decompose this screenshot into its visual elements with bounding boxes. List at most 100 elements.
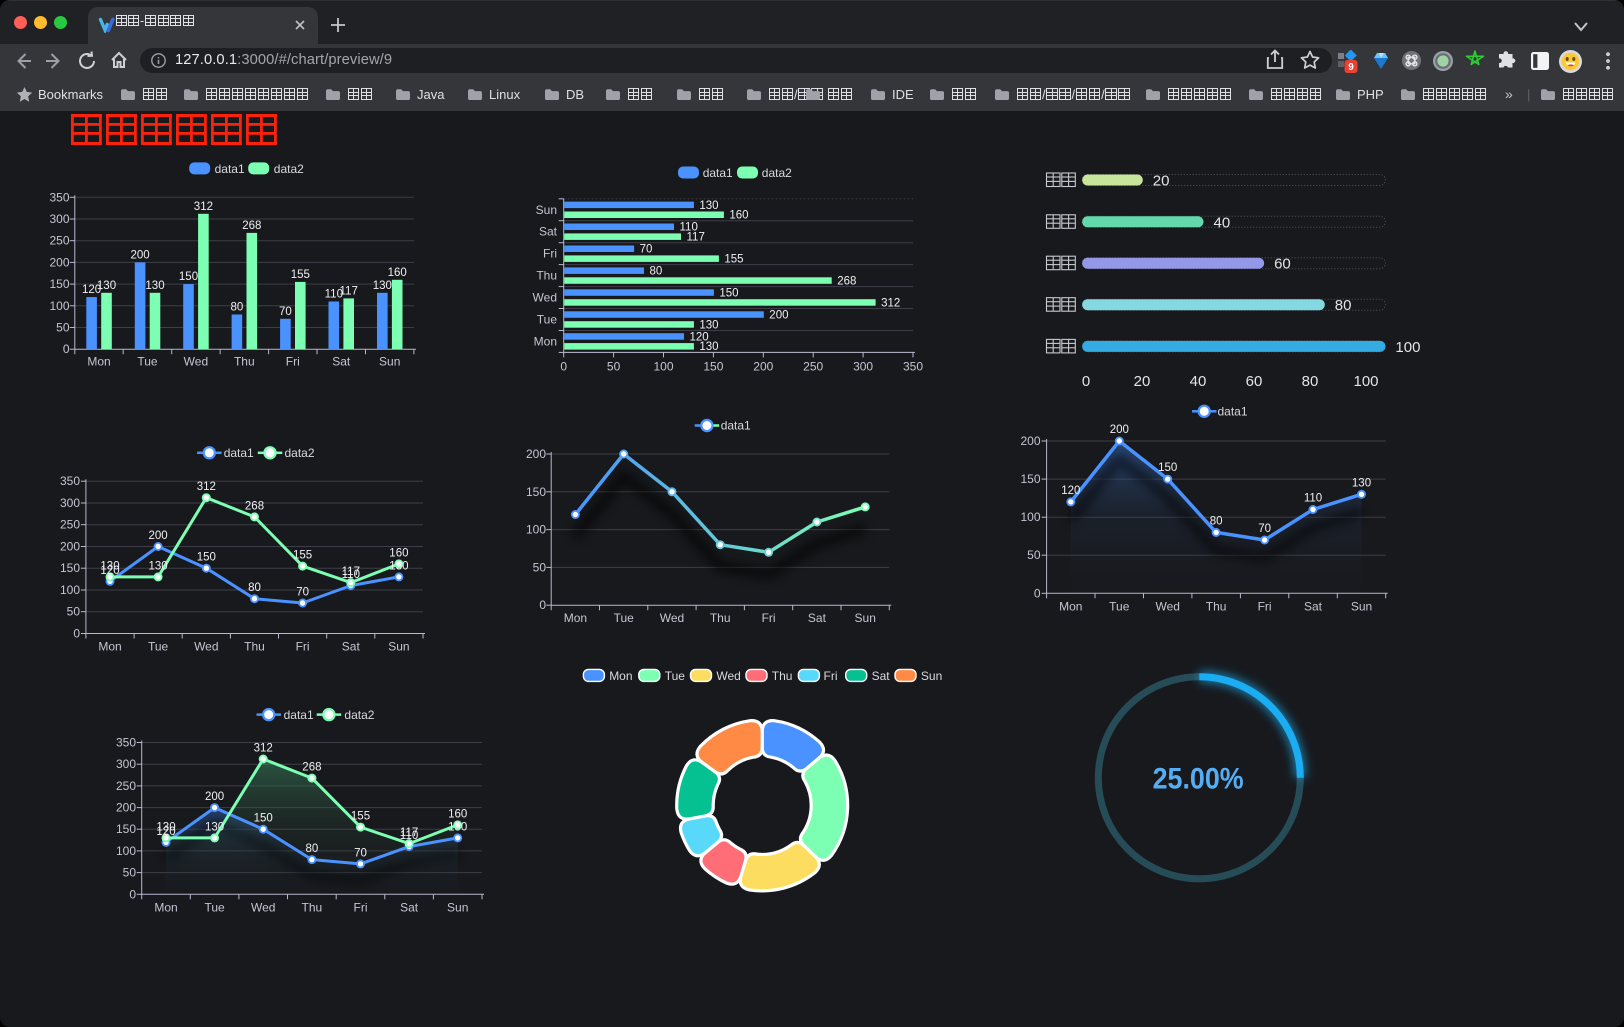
svg-text:70: 70 (1258, 523, 1271, 535)
svg-text:250: 250 (803, 359, 823, 373)
svg-text:data1: data1 (703, 166, 733, 180)
svg-text:Wed: Wed (184, 355, 208, 369)
svg-text:data1: data1 (224, 446, 254, 460)
svg-text:data1: data1 (284, 708, 314, 722)
svg-text:Thu: Thu (302, 900, 323, 914)
svg-text:155: 155 (351, 811, 370, 823)
svg-text:0: 0 (539, 598, 546, 612)
svg-text:25.00%: 25.00% (1153, 763, 1244, 796)
svg-text:100: 100 (1020, 510, 1040, 524)
svg-text:155: 155 (291, 269, 310, 281)
svg-text:80: 80 (248, 582, 261, 594)
svg-text:100: 100 (526, 523, 546, 537)
svg-text:Sat: Sat (1304, 599, 1323, 613)
svg-text:200: 200 (753, 359, 773, 373)
svg-text:200: 200 (205, 791, 224, 803)
svg-text:110: 110 (680, 222, 698, 234)
svg-text:Tue: Tue (148, 640, 169, 654)
svg-text:Fri: Fri (824, 669, 838, 683)
svg-text:100: 100 (1395, 339, 1420, 356)
svg-text:Sun: Sun (388, 640, 409, 654)
svg-text:200: 200 (49, 255, 69, 269)
svg-text:70: 70 (296, 587, 309, 599)
svg-text:300: 300 (49, 212, 69, 226)
svg-text:Wed: Wed (1155, 599, 1179, 613)
svg-text:Mon: Mon (154, 900, 177, 914)
svg-text:130: 130 (97, 280, 116, 292)
svg-text:Sun: Sun (447, 900, 468, 914)
svg-text:300: 300 (60, 496, 80, 510)
svg-text:300: 300 (853, 359, 873, 373)
svg-text:Fri: Fri (286, 355, 300, 369)
svg-text:200: 200 (131, 249, 150, 261)
svg-text:268: 268 (837, 275, 856, 287)
svg-text:60: 60 (1274, 256, 1291, 273)
svg-text:60: 60 (1246, 373, 1263, 390)
svg-text:50: 50 (56, 321, 70, 335)
svg-text:150: 150 (526, 485, 546, 499)
svg-text:Thu: Thu (536, 269, 557, 283)
svg-text:120: 120 (156, 826, 175, 838)
svg-text:70: 70 (354, 847, 367, 859)
svg-text:Wed: Wed (533, 291, 557, 305)
svg-text:130: 130 (149, 560, 168, 572)
svg-text:110: 110 (400, 830, 418, 842)
svg-text:Sun: Sun (536, 203, 557, 217)
svg-text:50: 50 (67, 605, 81, 619)
svg-text:312: 312 (194, 201, 213, 213)
svg-text:312: 312 (881, 297, 900, 309)
svg-text:268: 268 (245, 500, 264, 512)
svg-text:Sat: Sat (872, 669, 891, 683)
svg-text:160: 160 (389, 547, 408, 559)
svg-text:150: 150 (1158, 462, 1177, 474)
svg-text:200: 200 (769, 310, 788, 322)
svg-text:155: 155 (293, 550, 312, 562)
svg-text:110: 110 (1304, 493, 1322, 505)
svg-text:130: 130 (389, 560, 408, 572)
svg-text:80: 80 (1335, 297, 1352, 314)
svg-text:150: 150 (1020, 472, 1040, 486)
svg-text:150: 150 (719, 288, 738, 300)
svg-text:110: 110 (325, 289, 343, 301)
svg-text:268: 268 (302, 762, 321, 774)
svg-text:300: 300 (116, 757, 136, 771)
svg-text:data2: data2 (344, 708, 374, 722)
svg-text:350: 350 (60, 474, 80, 488)
svg-text:40: 40 (1214, 214, 1231, 231)
svg-text:250: 250 (60, 518, 80, 532)
svg-text:160: 160 (388, 267, 407, 279)
svg-text:Wed: Wed (716, 669, 740, 683)
svg-text:200: 200 (526, 447, 546, 461)
svg-text:Sat: Sat (539, 225, 558, 239)
svg-text:150: 150 (703, 359, 723, 373)
svg-text:Mon: Mon (87, 355, 110, 369)
svg-text:200: 200 (149, 530, 168, 542)
svg-text:350: 350 (49, 190, 69, 204)
svg-text:50: 50 (1027, 548, 1041, 562)
svg-text:117: 117 (400, 827, 418, 839)
svg-text:130: 130 (205, 821, 224, 833)
svg-text:80: 80 (306, 843, 319, 855)
svg-text:50: 50 (123, 866, 137, 880)
svg-text:150: 150 (49, 277, 69, 291)
svg-text:50: 50 (607, 359, 621, 373)
svg-text:130: 130 (699, 200, 718, 212)
svg-text:70: 70 (640, 244, 653, 256)
svg-text:350: 350 (903, 359, 923, 373)
svg-text:Tue: Tue (614, 611, 635, 625)
svg-text:Sat: Sat (808, 611, 827, 625)
svg-text:70: 70 (279, 306, 292, 318)
svg-text:Sun: Sun (1351, 599, 1372, 613)
svg-text:250: 250 (49, 234, 69, 248)
svg-text:data1: data1 (215, 162, 245, 176)
svg-text:0: 0 (1082, 373, 1090, 390)
svg-text:155: 155 (724, 254, 743, 266)
svg-text:160: 160 (448, 808, 467, 820)
svg-text:0: 0 (1034, 586, 1041, 600)
svg-text:150: 150 (197, 552, 216, 564)
svg-text:0: 0 (73, 627, 80, 641)
svg-text:Thu: Thu (234, 355, 255, 369)
svg-text:130: 130 (1352, 477, 1371, 489)
svg-text:200: 200 (1020, 434, 1040, 448)
svg-text:Tue: Tue (204, 900, 225, 914)
